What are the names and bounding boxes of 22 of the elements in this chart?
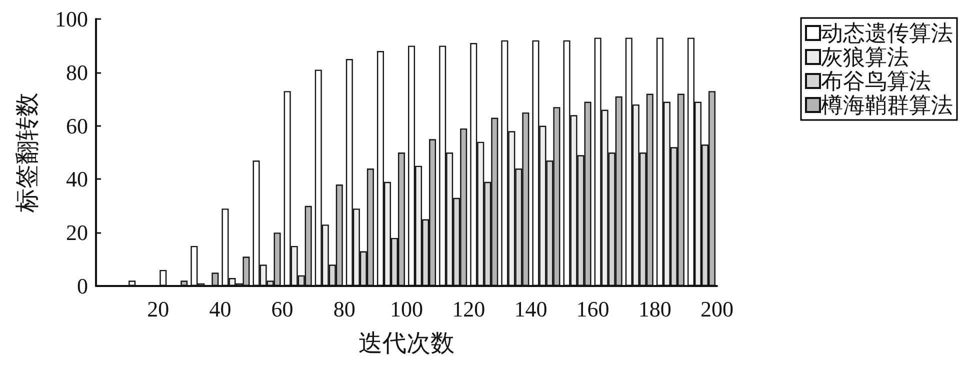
legend-label: 樽海鞘群算法 [821, 92, 953, 118]
y-tick-label: 20 [66, 220, 88, 246]
legend-label: 灰狼算法 [821, 44, 909, 70]
x-tick-label: 40 [209, 296, 232, 322]
x-axis-title: 迭代次数 [358, 331, 454, 357]
x-tick-label: 160 [576, 296, 610, 322]
x-tick-label: 200 [700, 296, 734, 322]
y-tick-label: 100 [55, 6, 88, 32]
y-tick-label: 40 [66, 166, 88, 192]
x-tick-label: 60 [271, 296, 294, 322]
y-tick-label: 60 [66, 113, 88, 138]
x-tick-label: 20 [147, 296, 170, 322]
legend-label: 动态遗传算法 [821, 20, 953, 46]
x-tick-label: 100 [390, 296, 423, 322]
y-tick-label: 0 [77, 274, 88, 298]
x-tick-label: 80 [333, 296, 356, 322]
y-tick-label: 80 [66, 60, 88, 85]
x-tick-label: 120 [452, 296, 486, 322]
x-tick-label: 140 [514, 296, 548, 322]
legend-label: 布谷鸟算法 [821, 68, 931, 94]
y-axis-title: 标签翻转数 [15, 92, 41, 214]
x-tick-label: 180 [638, 296, 672, 322]
